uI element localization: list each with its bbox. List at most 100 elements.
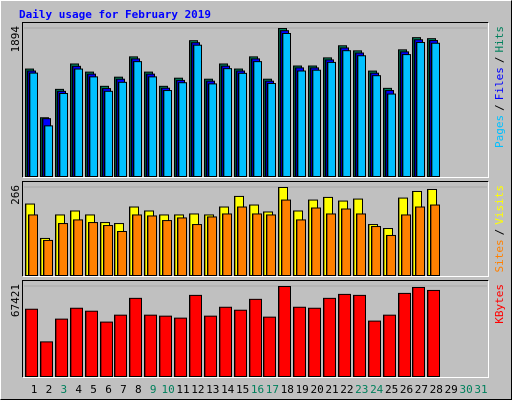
bar	[189, 294, 202, 377]
bar	[387, 93, 396, 177]
bar	[174, 317, 187, 378]
bar	[163, 90, 172, 177]
bar	[293, 306, 306, 378]
bar	[398, 292, 411, 378]
x-tick-label: 11	[176, 383, 189, 396]
bar	[357, 55, 366, 177]
legend: Pages / Files / Hits	[493, 26, 506, 148]
bar	[415, 206, 425, 276]
bar	[252, 213, 262, 277]
bar	[148, 76, 157, 177]
x-tick-label: 16	[251, 383, 264, 396]
x-tick-label: 8	[135, 383, 142, 396]
bar	[297, 70, 306, 177]
x-tick-label: 14	[221, 383, 235, 396]
legend-entry: Visits	[493, 185, 506, 225]
bar	[281, 199, 291, 276]
bar	[308, 307, 321, 377]
legend: KBytes	[493, 284, 506, 324]
x-tick-label: 17	[266, 383, 279, 396]
legend-separator: /	[493, 104, 506, 111]
bar	[296, 219, 306, 276]
bar	[177, 217, 187, 277]
bar	[207, 216, 217, 276]
bar	[416, 41, 425, 177]
bar	[28, 214, 38, 277]
bar	[74, 68, 83, 177]
x-tick-label: 30	[459, 383, 472, 396]
bar	[222, 213, 232, 277]
bar	[431, 42, 440, 178]
bar	[237, 206, 247, 276]
x-tick-label: 13	[206, 383, 219, 396]
bar	[192, 224, 202, 276]
chart-title: Daily usage for February 2019	[19, 8, 211, 21]
bar	[59, 93, 68, 177]
bar	[223, 68, 232, 177]
bar	[402, 54, 411, 178]
x-tick-label: 18	[281, 383, 294, 396]
x-tick-label: 25	[385, 383, 398, 396]
legend-separator: /	[493, 229, 506, 236]
bar	[40, 341, 53, 378]
legend-entry: Sites	[493, 239, 506, 272]
bar	[427, 289, 440, 377]
bar	[338, 293, 351, 377]
bar	[129, 297, 142, 377]
bar	[144, 314, 157, 377]
x-tick-label: 12	[191, 383, 204, 396]
bar	[401, 214, 411, 277]
x-tick-label: 19	[296, 383, 309, 396]
x-tick-label: 26	[400, 383, 413, 396]
bar	[238, 72, 247, 177]
bar	[327, 61, 336, 177]
bar	[55, 318, 68, 377]
bar	[58, 223, 68, 276]
x-tick-label: 9	[150, 383, 157, 396]
bar	[162, 220, 172, 276]
bar	[353, 294, 366, 377]
bar	[311, 207, 321, 276]
bar	[193, 44, 202, 178]
bar	[100, 321, 113, 377]
bar	[234, 309, 247, 378]
legend-entry: Hits	[493, 26, 506, 53]
bar	[44, 125, 53, 178]
x-tick-label: 5	[90, 383, 97, 396]
bar	[323, 297, 336, 377]
bar	[383, 314, 396, 377]
legend-entry: Pages	[493, 115, 506, 148]
bar	[326, 213, 336, 277]
bar	[89, 76, 98, 177]
bar	[368, 320, 381, 378]
bar	[266, 214, 276, 277]
panel-bevel-light	[22, 22, 489, 178]
legend: Sites / Visits	[493, 185, 506, 273]
x-tick-label: 2	[46, 383, 53, 396]
bar	[249, 298, 262, 377]
x-tick-label: 23	[355, 383, 368, 396]
bar	[208, 83, 217, 177]
bar	[253, 61, 262, 177]
bar	[103, 225, 113, 277]
bar	[312, 69, 321, 177]
bar	[117, 231, 127, 276]
x-tick-label: 3	[60, 383, 67, 396]
bar	[133, 61, 142, 177]
legend-entry: KBytes	[493, 284, 506, 324]
x-tick-label: 24	[370, 383, 384, 396]
y-tick-label: 266	[9, 185, 22, 205]
x-tick-label: 20	[310, 383, 323, 396]
legend-entry: Files	[493, 67, 506, 100]
bar	[178, 82, 187, 177]
x-tick-label: 28	[430, 383, 443, 396]
panel-bevel-dark	[22, 181, 489, 277]
bar	[25, 308, 38, 377]
x-tick-label: 29	[445, 383, 458, 396]
bar	[341, 208, 351, 276]
x-tick-label: 4	[75, 383, 82, 396]
x-tick-label: 6	[105, 383, 112, 396]
panel-bevel-light	[22, 181, 489, 277]
bar	[114, 314, 127, 377]
